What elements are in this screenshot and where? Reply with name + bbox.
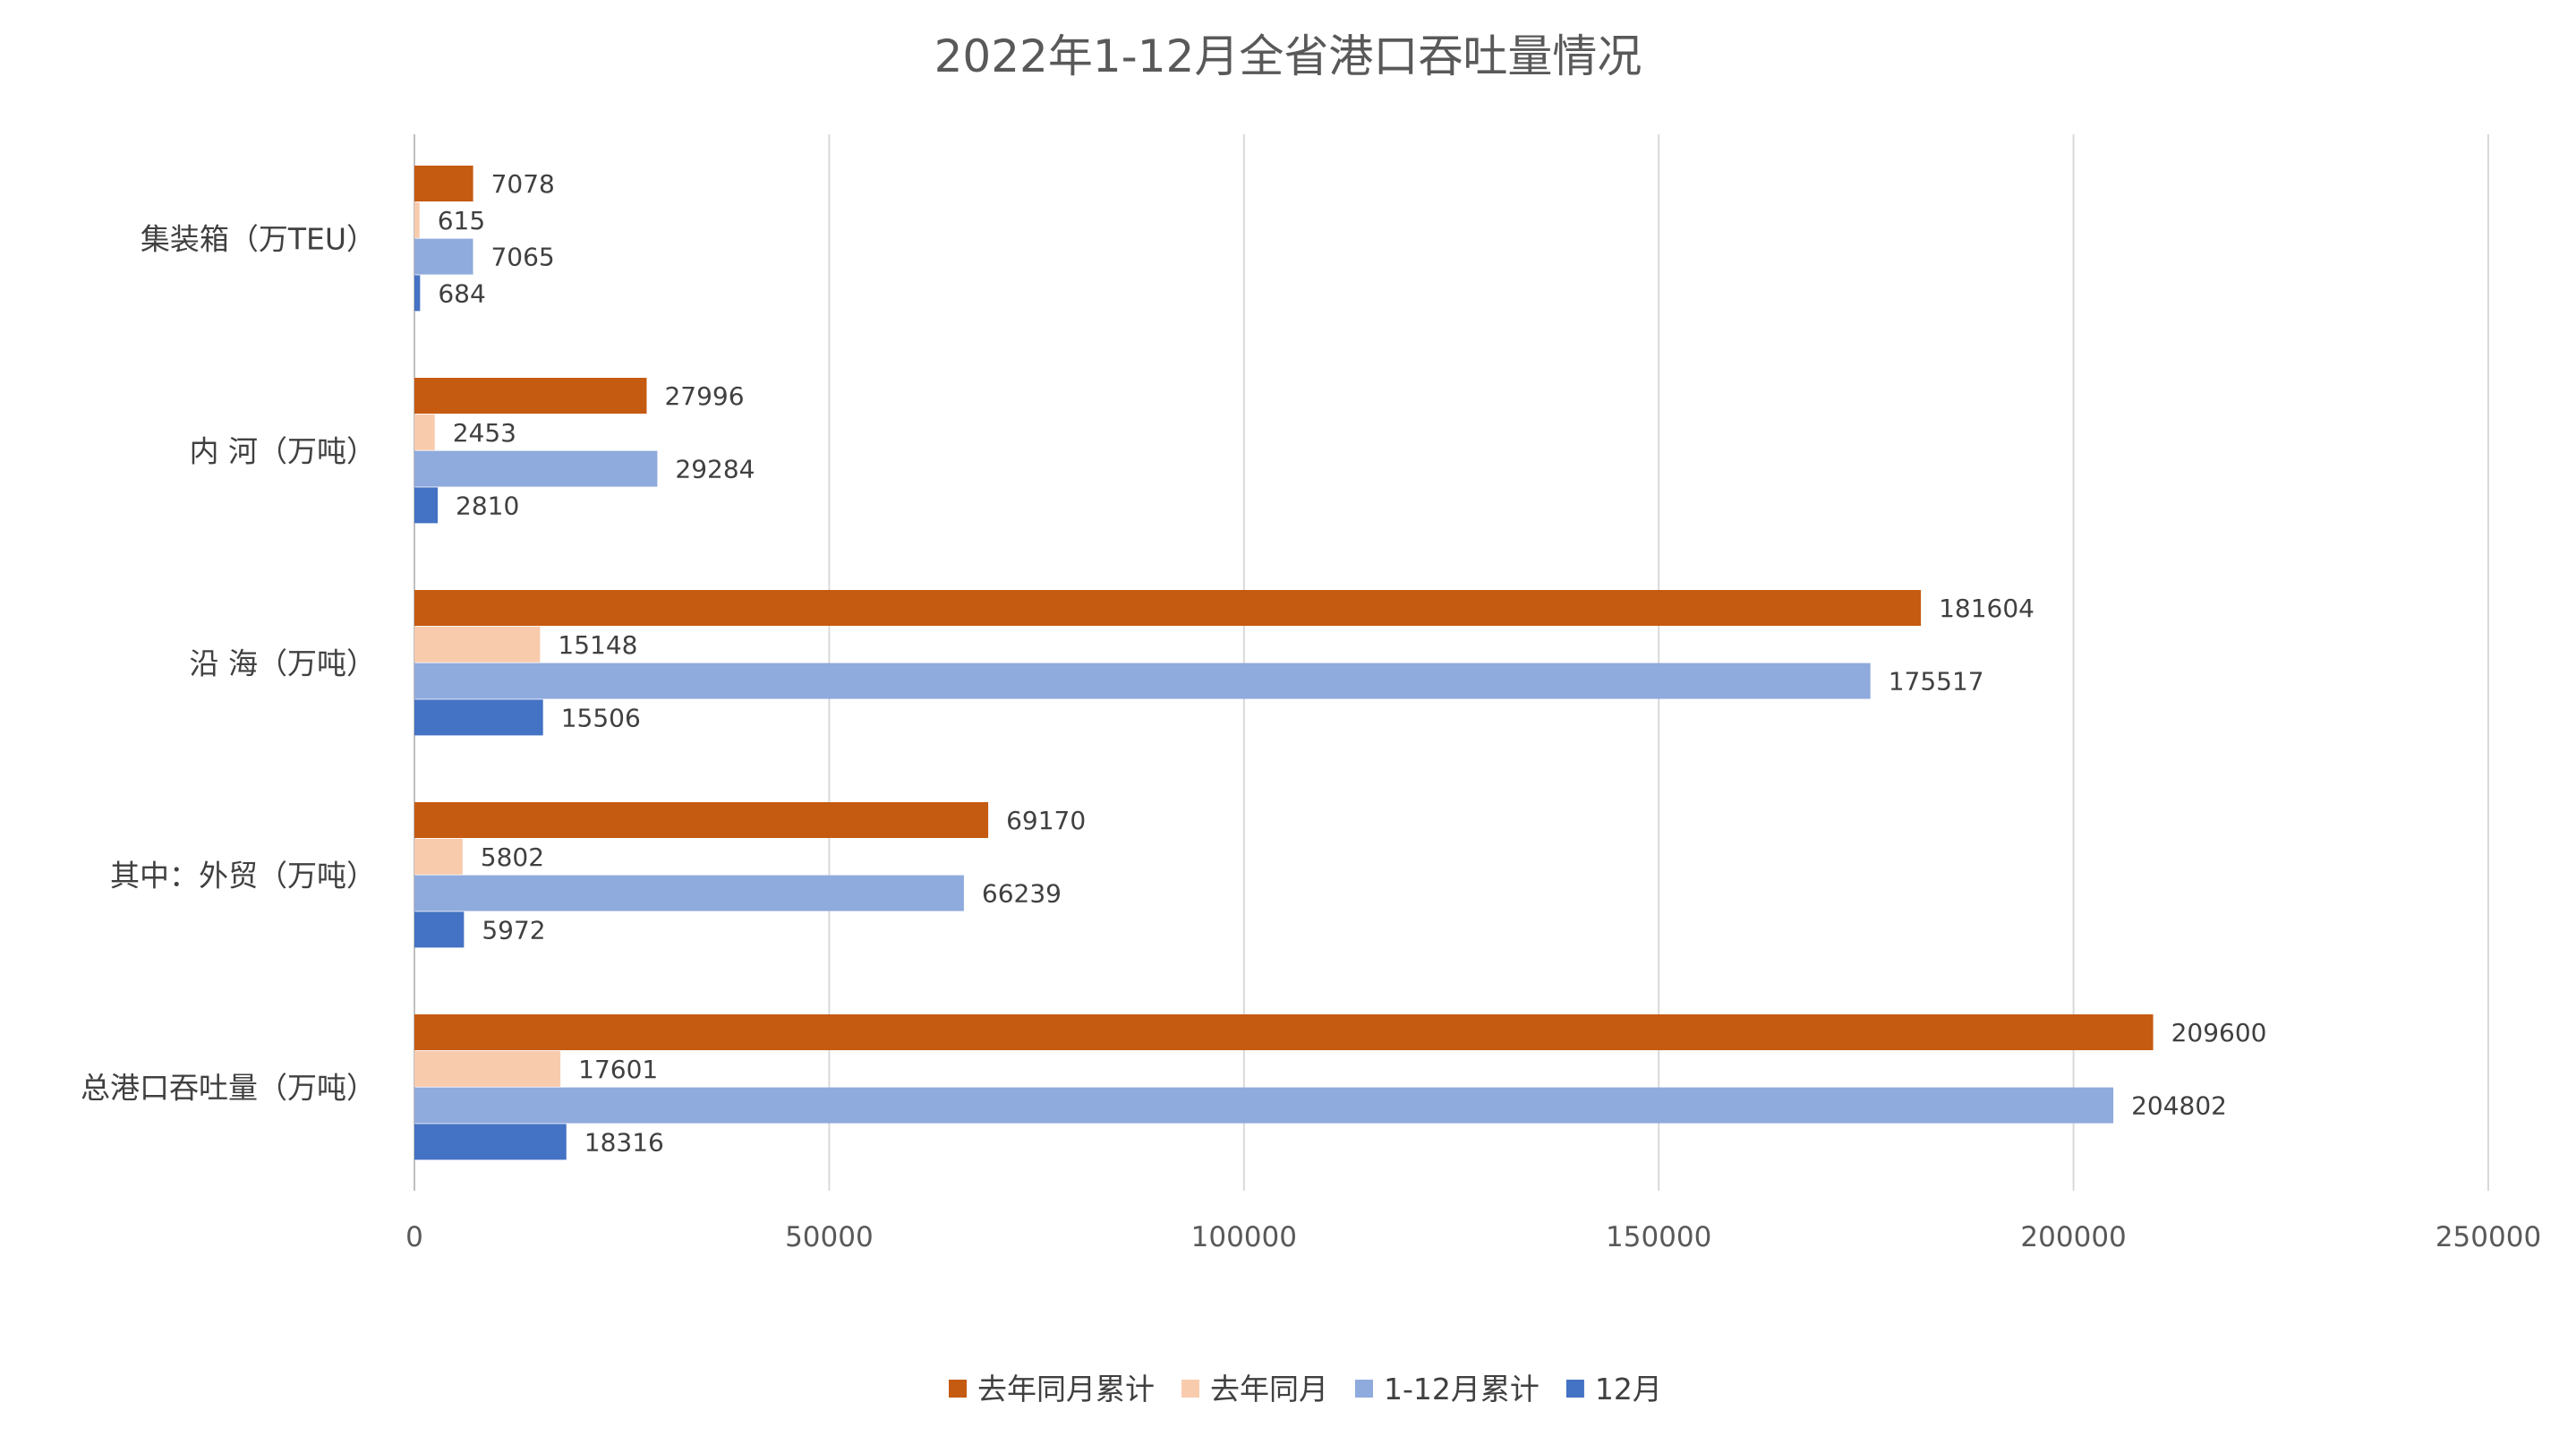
bar bbox=[414, 487, 439, 524]
x-tick-label: 100000 bbox=[1191, 1221, 1297, 1253]
legend-swatch bbox=[949, 1380, 967, 1398]
bar bbox=[414, 838, 463, 875]
bar bbox=[414, 450, 658, 487]
bar bbox=[414, 802, 989, 838]
bar bbox=[414, 1087, 2114, 1124]
data-label: 15148 bbox=[558, 630, 637, 660]
data-label: 204802 bbox=[2131, 1091, 2227, 1121]
data-label: 209600 bbox=[2171, 1018, 2267, 1047]
legend-swatch bbox=[1565, 1380, 1584, 1398]
category-label: 总港口吞吐量（万吨） bbox=[81, 1071, 376, 1106]
data-label: 15506 bbox=[561, 703, 641, 732]
data-label: 29284 bbox=[675, 455, 755, 484]
data-label: 5972 bbox=[482, 915, 545, 945]
data-label: 7078 bbox=[491, 169, 555, 199]
data-label: 181604 bbox=[1939, 594, 2034, 623]
x-tick-label: 50000 bbox=[785, 1221, 874, 1253]
data-label: 18316 bbox=[584, 1127, 664, 1157]
x-tick-label: 250000 bbox=[2435, 1221, 2541, 1253]
legend-swatch bbox=[1355, 1380, 1373, 1398]
legend-label: 12月 bbox=[1595, 1372, 1662, 1407]
x-tick-label: 200000 bbox=[2020, 1221, 2126, 1253]
category-labels: 集装箱（万TEU） 内 河（万吨） 沿 海（万吨） 其中：外贸（万吨） 总港口吞吐量（万… bbox=[81, 222, 376, 1106]
legend: 去年同月累计 去年同月 1-12月累计 12月 bbox=[949, 1372, 1662, 1407]
data-label: 27996 bbox=[664, 381, 744, 411]
bar bbox=[414, 590, 1922, 626]
data-label: 2810 bbox=[456, 491, 519, 520]
bar bbox=[414, 275, 421, 312]
chart-title: 2022年1-12月全省港口吞吐量情况 bbox=[934, 30, 1642, 82]
bars bbox=[414, 166, 2154, 1160]
x-tick-label: 0 bbox=[405, 1221, 423, 1253]
bar bbox=[414, 1124, 567, 1160]
bar bbox=[414, 911, 465, 948]
data-label: 175517 bbox=[1889, 667, 1984, 697]
category-label: 内 河（万吨） bbox=[190, 434, 377, 469]
data-label: 615 bbox=[438, 206, 485, 235]
data-label: 684 bbox=[438, 278, 485, 308]
data-label: 66239 bbox=[982, 879, 1062, 909]
data-label: 5802 bbox=[481, 842, 544, 872]
data-label: 17601 bbox=[578, 1055, 658, 1084]
bar bbox=[414, 166, 473, 201]
bar bbox=[414, 1050, 561, 1087]
legend-label: 1-12月累计 bbox=[1384, 1372, 1540, 1407]
bar bbox=[414, 238, 473, 275]
category-label: 其中：外贸（万吨） bbox=[110, 859, 376, 894]
bar bbox=[414, 663, 1871, 699]
data-label: 7065 bbox=[490, 243, 554, 272]
bar bbox=[414, 875, 964, 911]
data-label: 2453 bbox=[453, 418, 516, 448]
bar bbox=[414, 378, 647, 414]
bar bbox=[414, 626, 541, 663]
legend-swatch bbox=[1181, 1380, 1199, 1398]
bar bbox=[414, 699, 543, 736]
legend-label: 去年同月累计 bbox=[977, 1372, 1155, 1407]
legend-label: 去年同月 bbox=[1210, 1372, 1328, 1407]
category-label: 集装箱（万TEU） bbox=[141, 222, 376, 257]
bar bbox=[414, 414, 435, 450]
category-label: 沿 海（万吨） bbox=[190, 646, 377, 681]
bar bbox=[414, 201, 420, 238]
bar bbox=[414, 1014, 2154, 1050]
x-tick-label: 150000 bbox=[1606, 1221, 1711, 1253]
data-label: 69170 bbox=[1006, 806, 1086, 835]
x-axis-tick-labels: 0 50000 100000 150000 200000 250000 bbox=[405, 1221, 2541, 1253]
